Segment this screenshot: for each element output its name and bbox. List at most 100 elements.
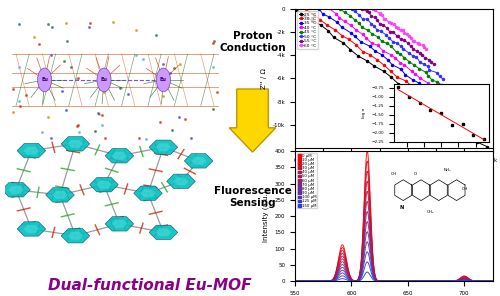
60 °C — [370, 7, 376, 10]
55 °C — [408, 44, 414, 48]
35 °C — [338, 25, 344, 29]
Polygon shape — [156, 229, 172, 236]
60 °C — [406, 34, 411, 38]
50 °C — [390, 40, 396, 44]
45 °C — [369, 32, 375, 36]
50 °C — [368, 22, 374, 25]
35 °C — [416, 81, 422, 85]
60 °C — [382, 17, 388, 21]
25 °C — [420, 100, 426, 104]
25 °C — [308, 19, 314, 22]
50 °C — [406, 51, 412, 55]
60 °C — [408, 36, 414, 40]
Circle shape — [156, 68, 170, 92]
30 °C — [424, 95, 430, 99]
60 °C — [420, 44, 426, 47]
35 °C — [465, 119, 471, 123]
55 °C — [402, 38, 407, 42]
55 °C — [390, 30, 396, 33]
40 °C — [397, 61, 403, 64]
55 °C — [376, 22, 382, 25]
60 °C — [372, 8, 378, 12]
25 °C — [459, 128, 465, 132]
25 °C — [412, 94, 418, 97]
35 °C — [358, 40, 364, 44]
Polygon shape — [166, 174, 196, 189]
35 °C — [334, 21, 340, 24]
45 °C — [439, 83, 445, 87]
45 °C — [374, 35, 380, 38]
Polygon shape — [52, 191, 68, 199]
60 °C — [423, 47, 429, 51]
35 °C — [348, 31, 354, 34]
45 °C — [406, 60, 412, 64]
30 °C — [374, 58, 380, 61]
60 °C — [414, 42, 420, 45]
25 °C — [356, 54, 362, 58]
55 °C — [428, 60, 434, 64]
35 °C — [316, 7, 322, 11]
25 °C — [442, 117, 448, 120]
Polygon shape — [17, 144, 46, 158]
35 °C — [390, 63, 396, 67]
45 °C — [444, 89, 450, 92]
55 °C — [426, 58, 432, 62]
Text: Proton
Conduction: Proton Conduction — [219, 31, 286, 53]
55 °C — [394, 34, 400, 37]
50 °C — [370, 24, 376, 28]
60 °C — [410, 39, 416, 42]
45 °C — [416, 67, 422, 70]
55 °C — [410, 47, 416, 51]
35 °C — [379, 53, 385, 57]
45 °C — [429, 78, 435, 82]
55 °C — [358, 7, 364, 11]
30 °C — [430, 100, 436, 104]
40 °C — [333, 12, 339, 15]
25 °C — [474, 140, 480, 144]
Line: 60 °C: 60 °C — [372, 7, 428, 50]
30 °C — [354, 43, 360, 47]
35 °C — [440, 99, 446, 103]
60 °C — [376, 12, 382, 15]
Polygon shape — [61, 229, 90, 243]
40 °C — [441, 92, 447, 96]
35 °C — [326, 15, 332, 19]
30 °C — [317, 18, 323, 22]
Text: Eu: Eu — [100, 78, 107, 82]
35 °C — [410, 78, 416, 81]
25 °C — [331, 36, 337, 39]
25 °C — [396, 82, 402, 86]
30 °C — [438, 106, 444, 109]
50 °C — [414, 55, 420, 59]
35 °C — [352, 35, 358, 38]
Polygon shape — [140, 189, 156, 197]
35 °C — [320, 12, 326, 16]
Polygon shape — [134, 186, 162, 200]
35 °C — [398, 67, 404, 71]
50 °C — [394, 41, 400, 45]
55 °C — [372, 16, 378, 19]
60 °C — [377, 12, 383, 16]
45 °C — [337, 7, 343, 11]
55 °C — [366, 10, 372, 14]
40 °C — [368, 41, 374, 45]
Polygon shape — [173, 177, 189, 185]
Line: 25 °C: 25 °C — [296, 9, 488, 148]
60 °C — [391, 22, 397, 26]
Line: 35 °C: 35 °C — [318, 8, 469, 122]
50 °C — [364, 17, 370, 21]
25 °C — [380, 69, 386, 73]
25 °C — [318, 23, 324, 27]
30 °C — [360, 50, 366, 53]
45 °C — [434, 80, 440, 83]
60 °C — [421, 45, 427, 49]
30 °C — [416, 89, 422, 93]
45 °C — [448, 92, 454, 96]
55 °C — [386, 30, 392, 33]
55 °C — [374, 18, 380, 22]
40 °C — [342, 20, 347, 23]
60 °C — [394, 25, 400, 29]
50 °C — [356, 13, 362, 17]
Legend: 0 μM, 10 μM, 20 μM, 30 μM, 40 μM, 50 μM, 60 μM, 70 μM, 80 μM, 90 μM, 100 μM, 125: 0 μM, 10 μM, 20 μM, 30 μM, 40 μM, 50 μM,… — [297, 153, 317, 208]
30 °C — [466, 127, 472, 130]
